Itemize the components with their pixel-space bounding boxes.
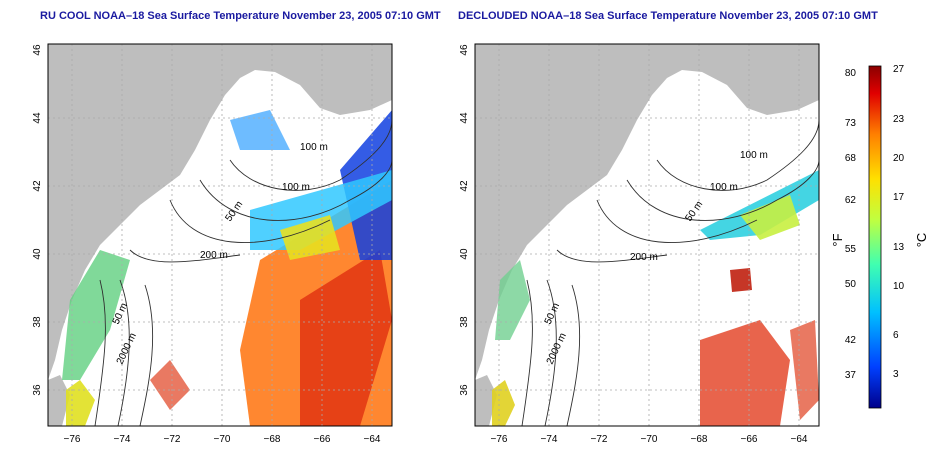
colorbar-unit-fahrenheit: °F [830,233,845,246]
right-lat-tick: 38 [459,316,470,328]
left-contour-label: 100 m [282,182,310,193]
right-lon-tick: −64 [791,434,808,445]
colorbar-f-tick: 73 [845,118,857,129]
right-contour-label: 200 m [630,252,658,263]
right-lon-tick: −76 [491,434,508,445]
right-map-title: DECLOUDED NOAA–18 Sea Surface Temperatur… [458,10,878,22]
right-lon-tick: −70 [641,434,658,445]
right-lon-tick: −68 [691,434,708,445]
left-lat-tick: 36 [32,384,43,396]
left-map-frame [47,43,393,427]
right-lat-tick: 46 [459,44,470,56]
colorbar-f-tick: 50 [845,279,857,290]
left-map-land-cape [48,375,70,426]
colorbar-f-tick: 42 [845,335,857,346]
colorbar-c-tick: 3 [893,369,899,380]
colorbar-f-tick: 68 [845,153,857,164]
right-lat-tick: 36 [459,384,470,396]
right-map-land-cape [475,375,497,426]
left-map-title: RU COOL NOAA–18 Sea Surface Temperature … [40,10,441,22]
left-sst-field [62,110,392,426]
right-isobaths [521,119,819,426]
colorbar-gradient [868,65,882,409]
left-lon-tick: −68 [264,434,281,445]
left-lat-tick: 44 [32,112,43,124]
colorbar-c-tick: 10 [893,281,905,292]
left-isobaths [94,119,392,426]
right-lat-tick: 44 [459,112,470,124]
colorbar-f-tick: 37 [845,370,857,381]
colorbar-f-tick: 62 [845,195,857,206]
right-sst-field [492,170,819,426]
colorbar-c-tick: 23 [893,114,905,125]
right-lat-tick: 42 [459,180,470,192]
colorbar-unit-celsius: °C [914,233,929,248]
right-map-grid [475,44,819,426]
left-lon-tick: −70 [214,434,231,445]
colorbar-c-tick: 17 [893,192,905,203]
right-lon-tick: −74 [541,434,558,445]
left-lon-tick: −66 [314,434,331,445]
right-contour-label: 100 m [710,182,738,193]
left-map-land [48,44,392,380]
colorbar-c-tick: 27 [893,64,905,75]
right-map-land [475,44,819,380]
left-lon-tick: −76 [64,434,81,445]
left-map-panel: 100 m 100 m 50 m 200 m 50 m 2000 m −76 −… [32,43,393,445]
left-lat-tick: 42 [32,180,43,192]
right-lon-tick: −66 [741,434,758,445]
right-map-frame [474,43,820,427]
right-map-panel: 100 m 100 m 50 m 200 m 50 m 2000 m −76 −… [459,43,820,445]
right-lon-tick: −72 [591,434,608,445]
colorbar-c-tick: 20 [893,153,905,164]
temperature-colorbar: 80 73 68 62 55 50 42 37 27 23 20 17 13 1… [830,64,929,409]
left-contour-label: 100 m [300,142,328,153]
colorbar-c-tick: 6 [893,330,899,341]
left-lon-tick: −74 [114,434,131,445]
right-lat-tick: 40 [459,248,470,260]
left-lon-tick: −64 [364,434,381,445]
left-lon-tick: −72 [164,434,181,445]
colorbar-c-tick: 13 [893,242,905,253]
left-contour-label: 200 m [200,250,228,261]
left-lat-tick: 46 [32,44,43,56]
colorbar-f-tick: 55 [845,244,857,255]
colorbar-f-tick: 80 [845,68,857,79]
left-lat-tick: 38 [32,316,43,328]
left-lat-tick: 40 [32,248,43,260]
left-map-grid [48,44,392,426]
right-contour-label: 100 m [740,150,768,161]
